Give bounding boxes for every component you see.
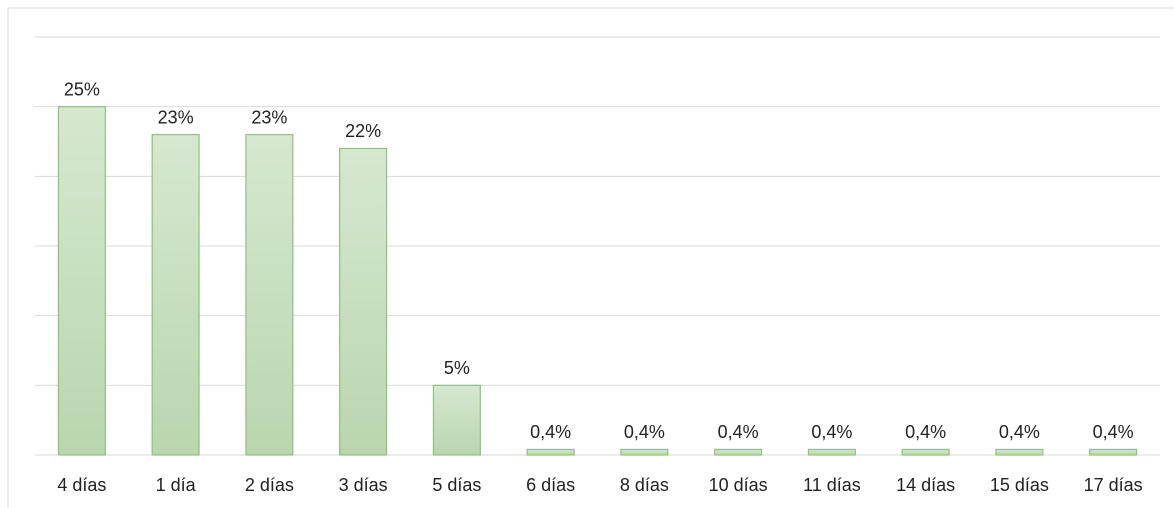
- x-tick-label: 17 días: [1084, 475, 1143, 495]
- x-tick-label: 14 días: [896, 475, 955, 495]
- bar: [432, 384, 481, 456]
- bar: [526, 448, 575, 456]
- x-tick-label: 6 días: [526, 475, 575, 495]
- bar: [339, 147, 388, 456]
- data-label: 23%: [251, 107, 287, 127]
- bar: [151, 133, 200, 456]
- data-label: 0,4%: [811, 422, 852, 442]
- bar: [807, 448, 856, 456]
- x-tick-label: 10 días: [709, 475, 768, 495]
- data-label: 0,4%: [905, 422, 946, 442]
- data-label: 5%: [444, 358, 470, 378]
- x-tick-label: 2 días: [245, 475, 294, 495]
- x-tick-label: 4 días: [57, 475, 106, 495]
- x-tick-label: 1 día: [156, 475, 197, 495]
- bar: [245, 133, 294, 456]
- bar: [1089, 448, 1138, 456]
- data-label: 25%: [64, 79, 100, 99]
- bar: [995, 448, 1044, 456]
- bar: [714, 448, 763, 456]
- x-tick-label: 8 días: [620, 475, 669, 495]
- data-label: 0,4%: [530, 422, 571, 442]
- bar: [901, 448, 950, 456]
- data-label: 23%: [158, 107, 194, 127]
- data-label: 0,4%: [1093, 422, 1134, 442]
- data-label: 22%: [345, 121, 381, 141]
- x-tick-label: 15 días: [990, 475, 1049, 495]
- bar: [57, 106, 106, 456]
- chart-frame: [7, 7, 1174, 508]
- x-tick-label: 11 días: [803, 475, 861, 495]
- data-label: 0,4%: [624, 422, 665, 442]
- data-label: 0,4%: [718, 422, 759, 442]
- x-tick-label: 5 días: [432, 475, 481, 495]
- bar: [620, 448, 669, 456]
- data-label: 0,4%: [999, 422, 1040, 442]
- x-tick-label: 3 días: [339, 475, 388, 495]
